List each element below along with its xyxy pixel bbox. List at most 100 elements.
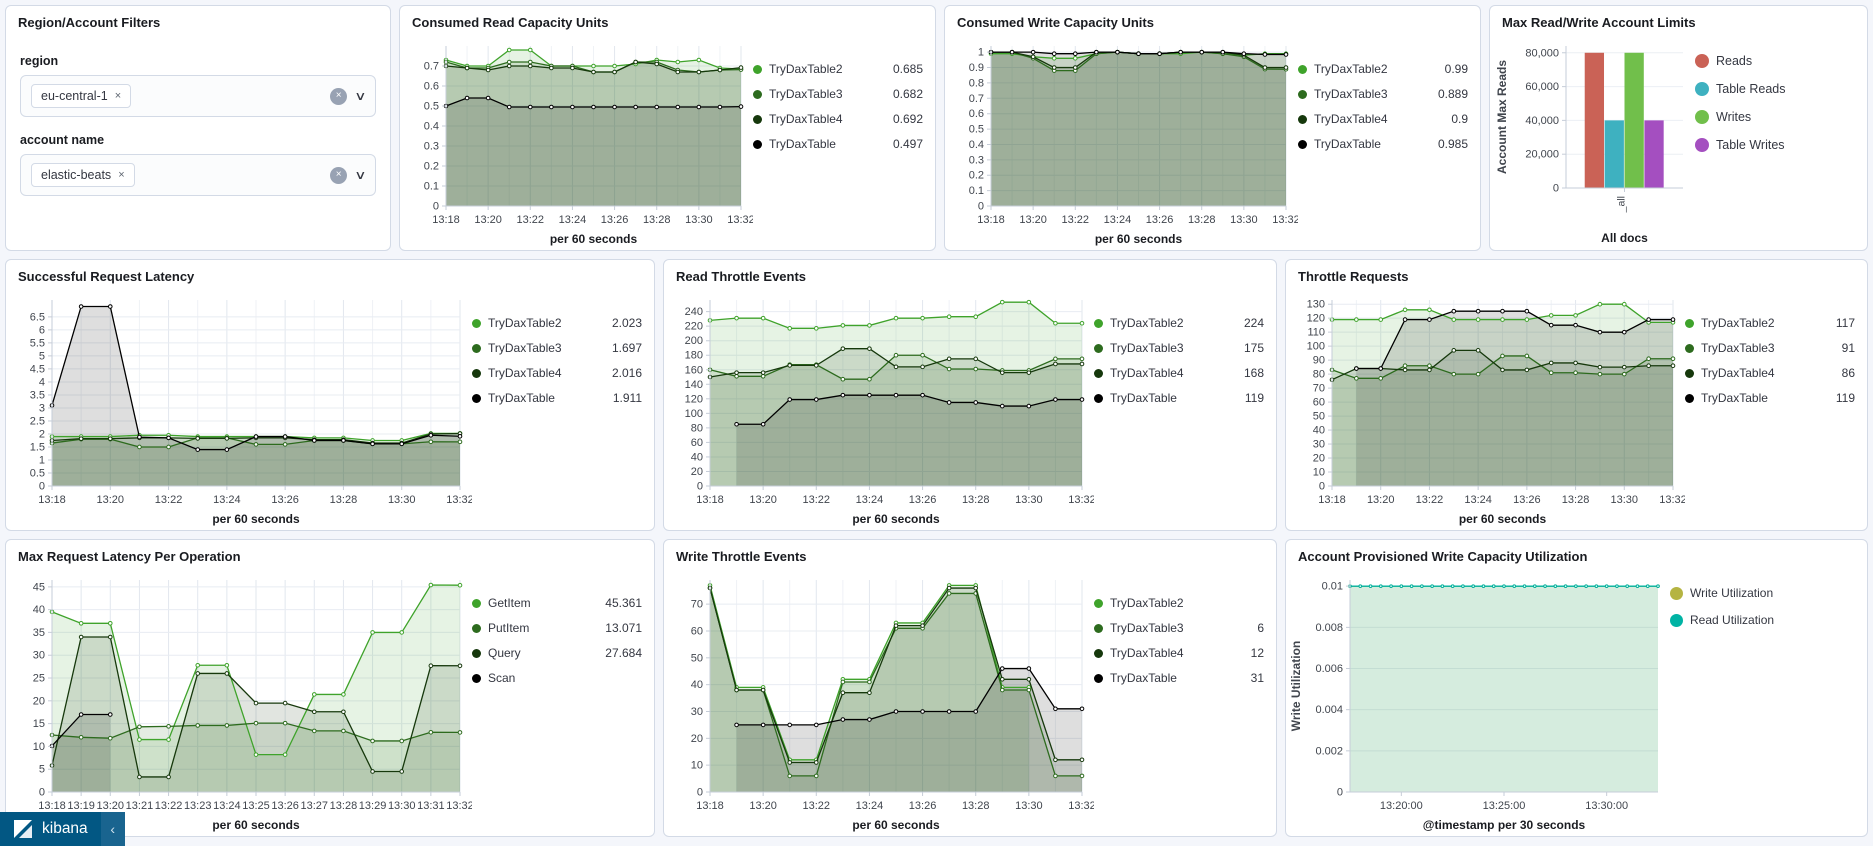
legend-item-trydaxtable4[interactable]: TryDaxTable4 12 <box>1094 646 1264 660</box>
region-combobox[interactable]: eu-central-1 × × ∨ <box>20 75 376 117</box>
svg-text:120: 120 <box>1307 313 1325 325</box>
legend-item-trydaxtable4[interactable]: TryDaxTable4 2.016 <box>472 366 642 380</box>
legend-item-trydaxtable3[interactable]: TryDaxTable3 0.682 <box>753 87 923 101</box>
svg-text:per 60 seconds: per 60 seconds <box>852 512 940 526</box>
consumed-read-chart[interactable]: 0 0.1 0.2 0.3 0.4 0.5 0.6 0.7 13:18 13:20 13:22 13:… <box>400 32 755 250</box>
region-selected-pill[interactable]: eu-central-1 × <box>31 84 132 108</box>
svg-text:13:28: 13:28 <box>962 800 990 812</box>
consumed-write-chart[interactable]: 0 0.1 0.2 0.3 0.4 0.5 0.6 0.7 0.8 0.9 1 13:18 13:20 1… <box>945 32 1300 250</box>
svg-text:40: 40 <box>1313 425 1325 437</box>
kibana-logo-button[interactable]: kibana <box>0 812 101 846</box>
legend-item-read-utilization[interactable]: Read Utilization <box>1670 613 1855 627</box>
legend-dot <box>1298 139 1307 149</box>
legend: GetItem 45.361 PutItem 13.071 Query 27.684 Sca… <box>472 566 654 836</box>
account-selected-pill[interactable]: elastic-beats × <box>31 163 135 187</box>
svg-text:110: 110 <box>1307 327 1325 339</box>
legend-item-trydaxtable[interactable]: TryDaxTable 0.985 <box>1298 137 1468 151</box>
write-throttle-chart[interactable]: 0 10 20 30 40 50 60 70 13:18 13:20 13:22 13:24 13:26… <box>664 566 1096 836</box>
legend-item-trydaxtable2[interactable]: TryDaxTable2 <box>1094 596 1264 610</box>
svg-text:13:30: 13:30 <box>388 800 416 812</box>
svg-text:13:26: 13:26 <box>909 494 937 506</box>
svg-text:0: 0 <box>1553 183 1559 195</box>
svg-text:0.1: 0.1 <box>424 181 439 193</box>
legend-item-trydaxtable3[interactable]: TryDaxTable3 91 <box>1685 341 1855 355</box>
legend-item-trydaxtable4[interactable]: TryDaxTable4 168 <box>1094 366 1264 380</box>
chevron-down-icon[interactable]: ∨ <box>354 168 367 182</box>
legend-item-trydaxtable4[interactable]: TryDaxTable4 86 <box>1685 366 1855 380</box>
legend-item-trydaxtable3[interactable]: TryDaxTable3 1.697 <box>472 341 642 355</box>
legend-value: 45.361 <box>605 596 642 610</box>
legend-item-trydaxtable[interactable]: TryDaxTable 31 <box>1094 671 1264 685</box>
svg-text:13:32: 13:32 <box>1068 800 1094 812</box>
legend-item-trydaxtable2[interactable]: TryDaxTable2 0.99 <box>1298 62 1468 76</box>
clear-icon[interactable]: × <box>330 87 348 105</box>
legend-item-getitem[interactable]: GetItem 45.361 <box>472 596 642 610</box>
svg-text:0.1: 0.1 <box>969 185 984 197</box>
clear-icon[interactable]: × <box>330 166 348 184</box>
panel-consumed-read-capacity: Consumed Read Capacity Units 0 0.1 0.2 0.3 0… <box>399 5 936 251</box>
remove-pill-icon[interactable]: × <box>118 169 125 181</box>
legend-item-trydaxtable4[interactable]: TryDaxTable4 0.9 <box>1298 112 1468 126</box>
svg-text:13:28: 13:28 <box>962 494 990 506</box>
legend-item-trydaxtable[interactable]: TryDaxTable 119 <box>1685 391 1855 405</box>
throttle-requests-chart[interactable]: 0 10 20 30 40 50 60 70 80 90 100 110 120 130 13:18 13:2… <box>1286 286 1687 530</box>
legend: TryDaxTable2 0.685 TryDaxTable3 0.682 TryDax… <box>753 32 935 250</box>
legend-item-write-utilization[interactable]: Write Utilization <box>1670 586 1855 600</box>
account-combobox[interactable]: elastic-beats × × ∨ <box>20 154 376 196</box>
svg-text:1.5: 1.5 <box>30 441 45 453</box>
legend-label: TryDaxTable3 <box>488 341 562 355</box>
svg-text:13:24: 13:24 <box>856 800 884 812</box>
svg-text:13:28: 13:28 <box>1188 214 1216 226</box>
legend-item-trydaxtable2[interactable]: TryDaxTable2 0.685 <box>753 62 923 76</box>
legend-item-trydaxtable3[interactable]: TryDaxTable3 6 <box>1094 621 1264 635</box>
legend-item-trydaxtable4[interactable]: TryDaxTable4 0.692 <box>753 112 923 126</box>
legend-item-trydaxtable2[interactable]: TryDaxTable2 117 <box>1685 316 1855 330</box>
svg-text:120: 120 <box>685 393 703 405</box>
svg-text:40: 40 <box>691 679 703 691</box>
legend-item-scan[interactable]: Scan <box>472 671 642 685</box>
svg-text:100: 100 <box>1307 341 1325 353</box>
svg-text:13:18: 13:18 <box>1318 494 1346 506</box>
svg-text:per 60 seconds: per 60 seconds <box>212 512 300 526</box>
legend-item-query[interactable]: Query 27.684 <box>472 646 642 660</box>
legend-item-trydaxtable[interactable]: TryDaxTable 0.497 <box>753 137 923 151</box>
svg-text:40,000: 40,000 <box>1525 115 1559 127</box>
svg-text:13:32: 13:32 <box>1272 214 1298 226</box>
read-throttle-chart[interactable]: 0 20 40 60 80 100 120 140 160 180 200 220 240 13:18 13… <box>664 286 1096 530</box>
legend-label: TryDaxTable <box>1110 391 1177 405</box>
panel-title: Account Provisioned Write Capacity Utili… <box>1298 549 1588 564</box>
legend-item-trydaxtable[interactable]: TryDaxTable 119 <box>1094 391 1264 405</box>
svg-text:13:18: 13:18 <box>696 800 724 812</box>
legend-item-trydaxtable3[interactable]: TryDaxTable3 175 <box>1094 341 1264 355</box>
legend-item-trydaxtable3[interactable]: TryDaxTable3 0.889 <box>1298 87 1468 101</box>
legend-item-putitem[interactable]: PutItem 13.071 <box>472 621 642 635</box>
remove-pill-icon[interactable]: × <box>114 90 122 102</box>
svg-text:20: 20 <box>33 695 45 707</box>
collapse-chevron-icon[interactable]: ‹ <box>100 812 125 846</box>
svg-text:0.4: 0.4 <box>424 121 439 133</box>
legend-item-table-writes[interactable]: Table Writes <box>1695 138 1855 152</box>
max-latency-chart[interactable]: 0 5 10 15 20 25 30 35 40 45 13:18 13:19 13:20 13:21 13… <box>6 566 474 836</box>
legend-item-trydaxtable2[interactable]: TryDaxTable2 2.023 <box>472 316 642 330</box>
legend-value: 0.682 <box>892 87 923 101</box>
legend-item-table-reads[interactable]: Table Reads <box>1695 82 1855 96</box>
legend-dot <box>1685 393 1694 403</box>
successful-latency-chart[interactable]: 0 0.5 1 1.5 2 2.5 3 3.5 4 4.5 5 5.5 6 6.5 13:18 13:20 13… <box>6 286 474 530</box>
svg-text:5.5: 5.5 <box>30 337 45 349</box>
legend-item-writes[interactable]: Writes <box>1695 110 1855 124</box>
svg-text:0.004: 0.004 <box>1315 704 1343 716</box>
panel-consumed-write-capacity: Consumed Write Capacity Units 0 0.1 0.2 0.3… <box>944 5 1481 251</box>
panel-title: Write Throttle Events <box>676 549 807 564</box>
legend-label: Table Writes <box>1716 138 1785 152</box>
svg-text:13:24: 13:24 <box>856 494 884 506</box>
chevron-down-icon[interactable]: ∨ <box>354 89 367 103</box>
legend-label: Reads <box>1716 54 1753 68</box>
legend-item-trydaxtable2[interactable]: TryDaxTable2 224 <box>1094 316 1264 330</box>
svg-text:25: 25 <box>33 673 45 685</box>
legend-item-reads[interactable]: Reads <box>1695 54 1855 68</box>
max-limits-bar-chart[interactable]: 0 20,000 40,000 60,000 80,000 _all All docs Acc… <box>1490 32 1695 250</box>
utilization-chart[interactable]: 0 0.002 0.004 0.006 0.008 0.01 13:20:00 13:25:0… <box>1286 566 1670 836</box>
legend-item-trydaxtable[interactable]: TryDaxTable 1.911 <box>472 391 642 405</box>
svg-text:0.002: 0.002 <box>1315 745 1343 757</box>
svg-text:per 60 seconds: per 60 seconds <box>212 818 300 832</box>
